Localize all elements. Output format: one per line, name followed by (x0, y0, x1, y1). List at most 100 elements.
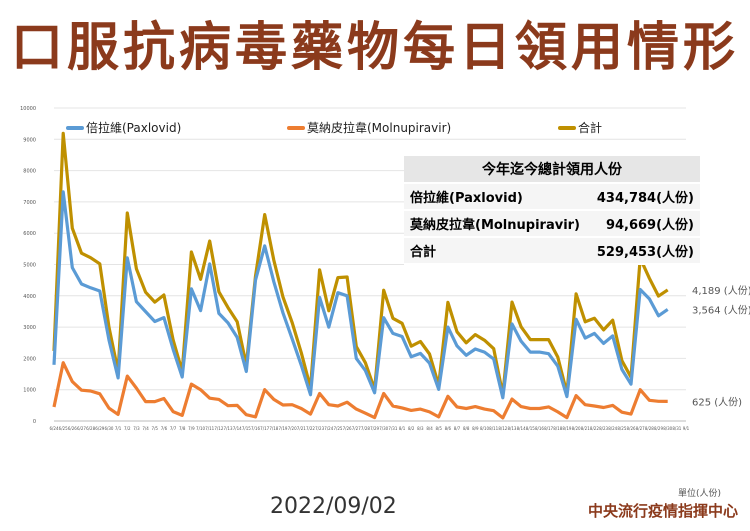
x-tick-label: 8/28 (645, 426, 654, 431)
x-tick-label: 8/29 (654, 426, 663, 431)
summary-value: 529,453(人份) (589, 237, 700, 265)
x-tick-label: 7/27 (352, 426, 361, 431)
x-tick-label: 8/6 (445, 426, 452, 431)
y-tick-label: 6000 (23, 231, 36, 237)
x-axis: 6/24 6/25 6/26 6/27 6/28 6/29 6/30 7/1 7/2 7/3 7/4… (50, 420, 690, 431)
y-axis: 0 1000 2000 3000 4000 5000 6000 7000 8000 9000 100… (20, 106, 36, 425)
page-title: 口服抗病毒藥物每日領用情形 (10, 18, 739, 78)
y-tick-label: 7000 (23, 200, 36, 206)
x-tick-label: 7/2 (124, 426, 131, 431)
x-tick-label: 6/28 (86, 426, 95, 431)
x-tick-label: 8/13 (507, 426, 516, 431)
y-tick-label: 10000 (20, 106, 36, 112)
summary-label: 莫納皮拉韋(Molnupiravir) (404, 210, 590, 238)
x-tick-label: 7/21 (297, 426, 306, 431)
x-tick-label: 7/15 (242, 426, 251, 431)
x-tick-label: 8/7 (454, 426, 461, 431)
x-tick-label: 7/20 (288, 426, 297, 431)
x-tick-label: 7/14 (233, 426, 242, 431)
y-tick-label: 2000 (23, 356, 36, 362)
x-tick-label: 7/13 (224, 426, 233, 431)
y-tick-label: 8000 (23, 169, 36, 175)
x-tick-label: 8/12 (498, 426, 507, 431)
x-tick-label: 9/1 (683, 426, 690, 431)
x-tick-label: 8/10 (480, 426, 489, 431)
summary-row: 倍拉維(Paxlovid) 434,784(人份) (404, 183, 700, 211)
x-tick-label: 7/25 (333, 426, 342, 431)
x-tick-label: 7/29 (370, 426, 379, 431)
end-labels: 4,189 (人份) 3,564 (人份) 625 (人份) (692, 285, 750, 409)
x-tick-label: 7/30 (379, 426, 388, 431)
x-tick-label: 7/26 (343, 426, 352, 431)
x-tick-label: 7/8 (179, 426, 186, 431)
x-tick-label: 8/11 (489, 426, 498, 431)
x-tick-label: 8/3 (417, 426, 424, 431)
summary-header: 今年迄今總計領用人份 (404, 156, 700, 184)
x-tick-label: 8/8 (463, 426, 470, 431)
x-tick-label: 7/5 (152, 426, 159, 431)
chart-legend: 倍拉維(Paxlovid) 莫納皮拉韋(Molnupiravir) 合計 (66, 120, 602, 135)
x-tick-label: 6/29 (95, 426, 104, 431)
x-tick-label: 7/11 (205, 426, 214, 431)
chart-lines (52, 131, 669, 420)
organization-name: 中央流行疫情指揮中心 (588, 502, 739, 520)
x-tick-label: 8/27 (636, 426, 645, 431)
x-tick-label: 8/26 (627, 426, 636, 431)
x-tick-label: 8/14 (517, 426, 526, 431)
x-tick-label: 7/19 (278, 426, 287, 431)
x-tick-label: 6/26 (68, 426, 77, 431)
x-tick-label: 7/23 (315, 426, 324, 431)
x-tick-label: 8/9 (472, 426, 479, 431)
x-tick-label: 8/15 (526, 426, 535, 431)
series-line-molnupiravir (52, 361, 668, 420)
x-tick-label: 7/4 (142, 426, 149, 431)
end-label-molnupiravir: 625 (人份) (692, 396, 742, 408)
summary-row: 合計 529,453(人份) (404, 237, 700, 265)
x-tick-label: 8/21 (581, 426, 590, 431)
x-tick-label: 7/18 (269, 426, 278, 431)
end-label-paxlovid: 3,564 (人份) (692, 304, 750, 316)
y-tick-label: 3000 (23, 325, 36, 331)
x-tick-label: 7/28 (361, 426, 370, 431)
y-tick-label: 5000 (23, 263, 36, 269)
x-tick-label: 7/1 (115, 426, 122, 431)
x-tick-label: 8/20 (572, 426, 581, 431)
summary-table: 今年迄今總計領用人份 倍拉維(Paxlovid) 434,784(人份) 莫納皮… (404, 156, 700, 265)
x-tick-label: 8/23 (599, 426, 608, 431)
chart-gridlines (54, 107, 686, 422)
x-tick-label: 8/18 (553, 426, 562, 431)
x-tick-label: 8/19 (562, 426, 571, 431)
series-line-paxlovid (52, 190, 669, 400)
x-tick-label: 8/4 (426, 426, 433, 431)
x-tick-label: 6/30 (104, 426, 113, 431)
x-tick-label: 7/16 (251, 426, 260, 431)
x-tick-label: 6/24 (50, 426, 59, 431)
x-tick-label: 8/5 (435, 426, 442, 431)
x-tick-label: 8/30 (663, 426, 672, 431)
x-tick-label: 8/25 (617, 426, 626, 431)
x-tick-label: 7/9 (188, 426, 195, 431)
x-tick-label: 7/24 (324, 426, 333, 431)
y-tick-label: 0 (33, 419, 36, 425)
summary-value: 94,669(人份) (589, 210, 700, 238)
unit-label: 單位(人份) (678, 489, 722, 499)
legend-label-molnupiravir: 莫納皮拉韋(Molnupiravir) (307, 120, 451, 135)
y-tick-label: 9000 (23, 137, 36, 143)
x-tick-label: 8/22 (590, 426, 599, 431)
end-label-total: 4,189 (人份) (692, 285, 750, 297)
x-tick-label: 8/31 (672, 426, 681, 431)
legend-label-paxlovid: 倍拉維(Paxlovid) (86, 120, 181, 135)
x-tick-label: 7/3 (133, 426, 140, 431)
x-tick-label: 6/27 (77, 426, 86, 431)
x-tick-label: 7/12 (214, 426, 223, 431)
report-date: 2022/09/02 (270, 494, 397, 519)
x-tick-label: 7/7 (170, 426, 177, 431)
y-tick-label: 4000 (23, 294, 36, 300)
legend-label-total: 合計 (578, 120, 602, 135)
summary-label: 合計 (404, 237, 590, 265)
x-tick-label: 8/17 (544, 426, 553, 431)
x-tick-label: 7/17 (260, 426, 269, 431)
x-tick-label: 7/10 (196, 426, 205, 431)
summary-row: 莫納皮拉韋(Molnupiravir) 94,669(人份) (404, 210, 700, 238)
